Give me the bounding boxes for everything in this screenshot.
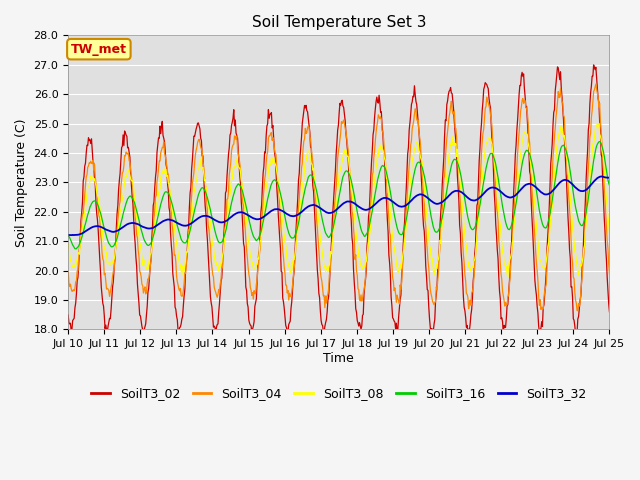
SoilT3_04 (573, 308, 581, 313)
SoilT3_16 (64, 233, 72, 239)
SoilT3_02 (420, 228, 428, 234)
SoilT3_32 (605, 175, 613, 180)
SoilT3_16 (214, 238, 222, 244)
Line: SoilT3_16: SoilT3_16 (68, 142, 609, 249)
SoilT3_04 (404, 173, 412, 179)
SoilT3_08 (213, 259, 221, 265)
SoilT3_32 (214, 219, 222, 225)
SoilT3_02 (404, 144, 412, 150)
SoilT3_04 (74, 268, 82, 274)
Text: TW_met: TW_met (71, 43, 127, 56)
SoilT3_04 (605, 271, 613, 277)
SoilT3_08 (74, 250, 82, 255)
SoilT3_02 (64, 312, 72, 318)
SoilT3_08 (404, 200, 412, 205)
SoilT3_32 (68, 232, 76, 238)
Title: Soil Temperature Set 3: Soil Temperature Set 3 (252, 15, 426, 30)
SoilT3_04 (185, 227, 193, 233)
SoilT3_08 (595, 120, 603, 126)
SoilT3_16 (186, 230, 193, 236)
SoilT3_32 (186, 222, 193, 228)
SoilT3_16 (421, 176, 429, 182)
SoilT3_04 (64, 268, 72, 274)
SoilT3_08 (130, 185, 138, 191)
Line: SoilT3_04: SoilT3_04 (68, 84, 609, 311)
SoilT3_02 (590, 62, 598, 68)
Y-axis label: Soil Temperature (C): Soil Temperature (C) (15, 118, 28, 247)
SoilT3_32 (64, 232, 72, 238)
SoilT3_04 (420, 199, 428, 205)
SoilT3_32 (405, 200, 413, 205)
SoilT3_02 (185, 224, 193, 230)
SoilT3_16 (75, 243, 83, 249)
Line: SoilT3_32: SoilT3_32 (68, 177, 609, 235)
SoilT3_16 (72, 246, 79, 252)
SoilT3_02 (605, 309, 613, 315)
SoilT3_08 (504, 274, 511, 280)
SoilT3_02 (464, 332, 472, 338)
SoilT3_08 (605, 229, 613, 235)
SoilT3_16 (405, 200, 413, 205)
Line: SoilT3_02: SoilT3_02 (68, 65, 609, 335)
SoilT3_08 (64, 241, 72, 247)
SoilT3_16 (131, 199, 138, 205)
X-axis label: Time: Time (323, 352, 354, 365)
SoilT3_16 (605, 182, 613, 188)
SoilT3_32 (598, 174, 605, 180)
SoilT3_02 (74, 275, 82, 280)
SoilT3_08 (420, 183, 428, 189)
SoilT3_32 (75, 232, 83, 238)
SoilT3_16 (596, 139, 604, 144)
SoilT3_32 (421, 193, 429, 199)
SoilT3_02 (130, 215, 138, 221)
SoilT3_02 (213, 322, 221, 327)
Legend: SoilT3_02, SoilT3_04, SoilT3_08, SoilT3_16, SoilT3_32: SoilT3_02, SoilT3_04, SoilT3_08, SoilT3_… (86, 383, 591, 406)
Line: SoilT3_08: SoilT3_08 (68, 123, 609, 277)
SoilT3_04 (130, 195, 138, 201)
SoilT3_08 (185, 239, 193, 245)
SoilT3_04 (592, 81, 600, 87)
SoilT3_04 (213, 294, 221, 300)
SoilT3_32 (131, 220, 138, 226)
